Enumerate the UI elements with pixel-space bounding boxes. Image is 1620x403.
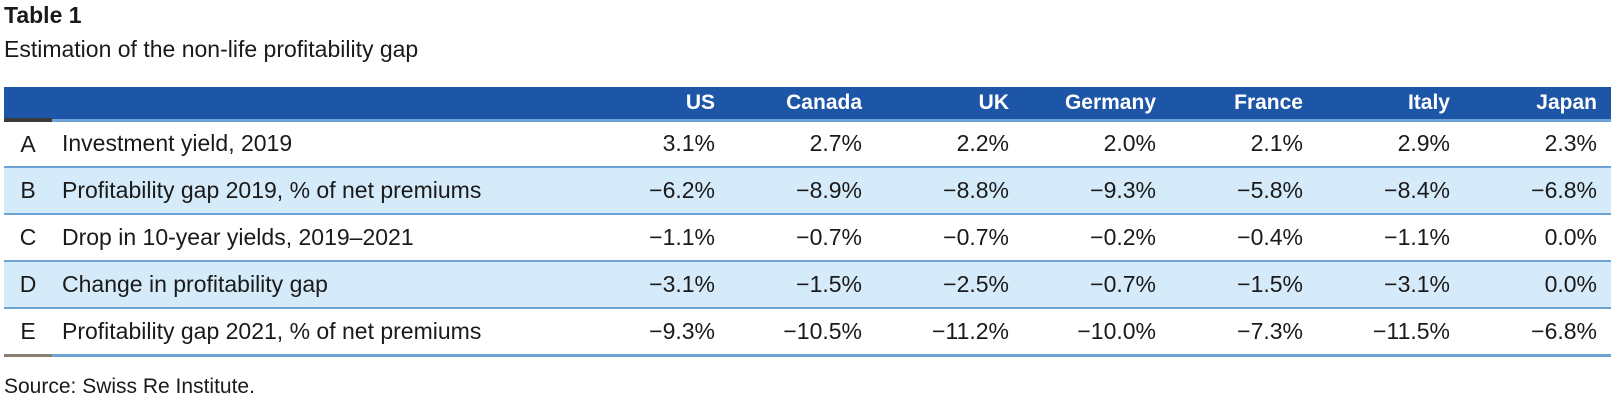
source-note: Source: Swiss Re Institute. bbox=[4, 374, 255, 398]
row-label: Profitability gap 2019, % of net premium… bbox=[52, 166, 582, 214]
value-cell: −1.5% bbox=[729, 260, 876, 308]
value-cell: 2.9% bbox=[1317, 118, 1464, 167]
value-cell: −8.9% bbox=[729, 166, 876, 214]
header-label-cell bbox=[52, 87, 582, 120]
value-cell: −11.2% bbox=[876, 307, 1023, 357]
header-stub-cell bbox=[4, 87, 52, 120]
value-cell: 2.0% bbox=[1023, 118, 1170, 167]
value-cell: −6.8% bbox=[1464, 307, 1611, 357]
value-cell: −6.2% bbox=[582, 166, 729, 214]
table-row-c: C Drop in 10-year yields, 2019–2021 −1.1… bbox=[4, 213, 1611, 261]
value-cell: 3.1% bbox=[582, 118, 729, 167]
value-cell: 2.3% bbox=[1464, 118, 1611, 167]
value-cell: 2.7% bbox=[729, 118, 876, 167]
value-cell: −10.5% bbox=[729, 307, 876, 357]
row-label: Investment yield, 2019 bbox=[52, 118, 582, 167]
table-row-e: E Profitability gap 2021, % of net premi… bbox=[4, 307, 1611, 357]
row-letter: D bbox=[4, 260, 52, 308]
value-cell: 0.0% bbox=[1464, 213, 1611, 261]
value-cell: −1.1% bbox=[582, 213, 729, 261]
column-header-germany: Germany bbox=[1023, 87, 1170, 120]
value-cell: 2.2% bbox=[876, 118, 1023, 167]
column-header-italy: Italy bbox=[1317, 87, 1464, 120]
value-cell: −11.5% bbox=[1317, 307, 1464, 357]
header-row: US Canada UK Germany France Italy Japan bbox=[4, 87, 1611, 120]
column-header-canada: Canada bbox=[729, 87, 876, 120]
value-cell: −1.5% bbox=[1170, 260, 1317, 308]
value-cell: −0.2% bbox=[1023, 213, 1170, 261]
value-cell: −0.7% bbox=[876, 213, 1023, 261]
column-header-uk: UK bbox=[876, 87, 1023, 120]
value-cell: −5.8% bbox=[1170, 166, 1317, 214]
value-cell: 0.0% bbox=[1464, 260, 1611, 308]
row-label: Drop in 10-year yields, 2019–2021 bbox=[52, 213, 582, 261]
table-row-d: D Change in profitability gap −3.1% −1.5… bbox=[4, 260, 1611, 308]
value-cell: −0.7% bbox=[1023, 260, 1170, 308]
column-header-france: France bbox=[1170, 87, 1317, 120]
profitability-gap-table: US Canada UK Germany France Italy Japan … bbox=[4, 87, 1611, 357]
value-cell: −6.8% bbox=[1464, 166, 1611, 214]
value-cell: −0.7% bbox=[729, 213, 876, 261]
value-cell: −2.5% bbox=[876, 260, 1023, 308]
value-cell: −3.1% bbox=[582, 260, 729, 308]
row-letter: C bbox=[4, 213, 52, 261]
row-label: Change in profitability gap bbox=[52, 260, 582, 308]
value-cell: −8.4% bbox=[1317, 166, 1464, 214]
value-cell: −1.1% bbox=[1317, 213, 1464, 261]
row-label: Profitability gap 2021, % of net premium… bbox=[52, 307, 582, 357]
value-cell: −9.3% bbox=[582, 307, 729, 357]
value-cell: −10.0% bbox=[1023, 307, 1170, 357]
row-letter: A bbox=[4, 118, 52, 167]
value-cell: 2.1% bbox=[1170, 118, 1317, 167]
row-letter: E bbox=[4, 307, 52, 357]
row-letter: B bbox=[4, 166, 52, 214]
table-row-b: B Profitability gap 2019, % of net premi… bbox=[4, 166, 1611, 214]
value-cell: −8.8% bbox=[876, 166, 1023, 214]
value-cell: −9.3% bbox=[1023, 166, 1170, 214]
column-header-us: US bbox=[582, 87, 729, 120]
table-row-a: A Investment yield, 2019 3.1% 2.7% 2.2% … bbox=[4, 118, 1611, 167]
table-title: Table 1 bbox=[4, 2, 82, 28]
value-cell: −0.4% bbox=[1170, 213, 1317, 261]
table-subtitle: Estimation of the non-life profitability… bbox=[4, 36, 419, 62]
value-cell: −7.3% bbox=[1170, 307, 1317, 357]
column-header-japan: Japan bbox=[1464, 87, 1611, 120]
value-cell: −3.1% bbox=[1317, 260, 1464, 308]
